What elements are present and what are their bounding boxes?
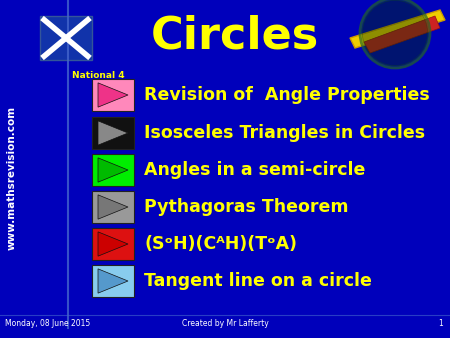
Circle shape	[362, 0, 428, 66]
Bar	[92, 117, 134, 149]
Polygon shape	[98, 121, 128, 145]
Text: Angles in a semi-circle: Angles in a semi-circle	[144, 161, 365, 179]
Polygon shape	[364, 16, 440, 53]
Bar	[92, 228, 134, 260]
Polygon shape	[350, 10, 445, 48]
Polygon shape	[98, 158, 128, 182]
Bar	[92, 79, 134, 111]
Text: Circles: Circles	[151, 15, 319, 57]
Bar	[40, 16, 92, 60]
Polygon shape	[98, 195, 128, 219]
Polygon shape	[98, 83, 128, 107]
Bar	[92, 265, 134, 297]
Text: Monday, 08 June 2015: Monday, 08 June 2015	[5, 319, 90, 328]
Text: www.mathsrevision.com: www.mathsrevision.com	[7, 106, 17, 250]
Polygon shape	[98, 232, 128, 256]
Text: Tangent line on a circle: Tangent line on a circle	[144, 272, 372, 290]
Text: Revision of  Angle Properties: Revision of Angle Properties	[144, 86, 430, 104]
Text: Isosceles Triangles in Circles: Isosceles Triangles in Circles	[144, 124, 425, 142]
Text: 1: 1	[438, 319, 443, 328]
Text: Pythagoras Theorem: Pythagoras Theorem	[144, 198, 348, 216]
Bar	[92, 154, 134, 186]
Polygon shape	[98, 269, 128, 293]
Text: (SᵒH)(CᴬH)(TᵒA): (SᵒH)(CᴬH)(TᵒA)	[144, 235, 297, 253]
Text: Created by Mr Lafferty: Created by Mr Lafferty	[182, 319, 268, 328]
Text: National 4: National 4	[72, 72, 125, 80]
Bar	[92, 191, 134, 223]
